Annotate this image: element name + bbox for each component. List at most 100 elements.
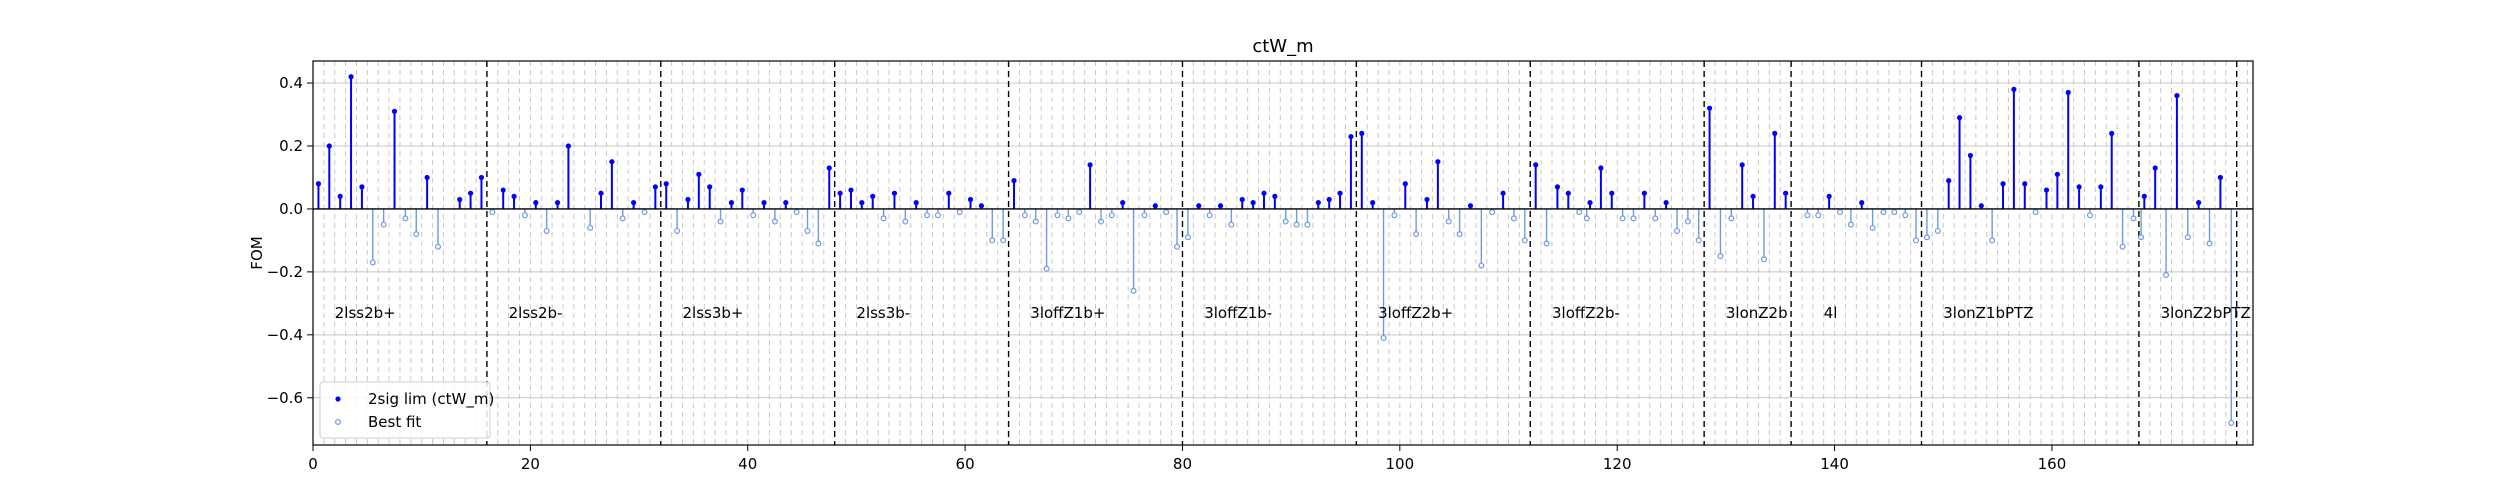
best-fit-point bbox=[1847, 221, 1854, 228]
best-fit-point bbox=[750, 212, 757, 219]
lim-point bbox=[1196, 203, 1202, 209]
best-fit-point bbox=[543, 227, 550, 234]
best-fit-point bbox=[1583, 215, 1590, 222]
legend-best-fit-marker bbox=[335, 419, 342, 426]
best-fit-point bbox=[1184, 234, 1191, 241]
best-fit-point bbox=[521, 212, 528, 219]
best-fit-point bbox=[1673, 227, 1680, 234]
lim-point bbox=[837, 190, 843, 196]
x-tick-label: 120 bbox=[1603, 455, 1632, 473]
lim-point bbox=[1011, 178, 1017, 184]
lim-point bbox=[1272, 193, 1278, 199]
lim-point bbox=[1956, 115, 1963, 121]
region-label: 3loffZ1b- bbox=[1204, 304, 1272, 322]
best-fit-point bbox=[924, 212, 931, 219]
lim-point bbox=[685, 196, 691, 203]
lim-point bbox=[337, 193, 343, 199]
best-fit-point bbox=[1021, 212, 1028, 219]
best-fit-point bbox=[1108, 212, 1115, 219]
y-tick-label: 0.0 bbox=[279, 200, 303, 218]
legend-box bbox=[319, 381, 491, 439]
legend-lim-label: 2sig lim (ctW_m) bbox=[368, 390, 494, 409]
lim-point bbox=[663, 181, 669, 187]
region-label: 2lss3b+ bbox=[683, 304, 744, 322]
lim-point bbox=[2043, 187, 2050, 193]
lim-point bbox=[457, 196, 463, 203]
lim-point bbox=[2065, 89, 2071, 96]
lim-point bbox=[1565, 190, 1571, 196]
lim-point bbox=[2217, 174, 2223, 181]
x-tick-label: 140 bbox=[1820, 455, 1849, 473]
lim-point bbox=[2098, 184, 2104, 190]
lim-point bbox=[631, 200, 637, 206]
x-tick-label: 40 bbox=[738, 455, 757, 473]
lim-point bbox=[728, 200, 735, 206]
best-fit-point bbox=[1478, 262, 1485, 269]
y-tick-label: 0.4 bbox=[279, 74, 303, 92]
lim-point bbox=[783, 200, 789, 206]
best-fit-point bbox=[1934, 227, 1941, 234]
lim-point bbox=[1533, 162, 1539, 168]
lim-point bbox=[2174, 93, 2180, 99]
best-fit-point bbox=[380, 221, 387, 228]
region-label: 3loffZ2b+ bbox=[1378, 304, 1453, 322]
x-tick-label: 20 bbox=[521, 455, 540, 473]
best-fit-point bbox=[2086, 212, 2093, 219]
lim-point bbox=[1663, 200, 1669, 206]
best-fit-point bbox=[1695, 237, 1702, 244]
region-label: 2lss2b- bbox=[509, 304, 563, 322]
lim-point bbox=[1261, 190, 1267, 196]
axes: 0 20 40 60 80 100 120 140 160 −0.6 −0.4 −0.2 0.0 0.2 0… bbox=[267, 60, 2254, 473]
best-fit-point bbox=[369, 259, 376, 266]
lim-point bbox=[739, 187, 745, 193]
chart-title: ctW_m bbox=[1252, 36, 1313, 57]
lim-point bbox=[870, 193, 876, 199]
best-fit-point bbox=[1141, 212, 1148, 219]
best-fit-point bbox=[1576, 209, 1583, 216]
x-tick-label: 0 bbox=[308, 455, 318, 473]
best-fit-point bbox=[1054, 212, 1061, 219]
region-label: 3loffZ2b- bbox=[1552, 304, 1620, 322]
best-fit-point bbox=[1630, 215, 1637, 222]
lim-point bbox=[1750, 193, 1756, 199]
best-fit-point bbox=[1097, 218, 1104, 225]
y-axis-label: FOM bbox=[248, 236, 266, 269]
best-fit-point bbox=[1989, 237, 1996, 244]
lim-point bbox=[1250, 200, 1256, 206]
best-fit-point bbox=[1391, 212, 1398, 219]
legend-lim-marker bbox=[335, 396, 341, 402]
y-tick-label: −0.6 bbox=[267, 389, 303, 407]
best-fit-point bbox=[1880, 209, 1887, 216]
best-fit-point bbox=[2184, 234, 2191, 241]
lim-point bbox=[946, 190, 952, 196]
lim-point bbox=[1239, 196, 1245, 203]
best-fit-point bbox=[1804, 212, 1811, 219]
lim-point bbox=[696, 171, 702, 177]
best-fit-point bbox=[1489, 209, 1496, 216]
lim-point bbox=[2022, 181, 2028, 187]
lim-point bbox=[1152, 203, 1158, 209]
best-fit-point bbox=[1000, 237, 1007, 244]
lim-point bbox=[1315, 200, 1321, 206]
best-fit-point bbox=[1065, 215, 1072, 222]
lim-point bbox=[1370, 200, 1376, 206]
lim-point bbox=[2011, 86, 2017, 92]
legend-best-fit-label: Best fit bbox=[368, 413, 421, 431]
best-fit-point bbox=[793, 209, 800, 216]
lim-point bbox=[359, 184, 365, 190]
lim-point bbox=[978, 203, 985, 209]
best-fit-point bbox=[956, 209, 963, 216]
best-fit-point bbox=[989, 237, 996, 244]
best-fit-point bbox=[1837, 209, 1844, 216]
best-fit-point bbox=[1728, 215, 1735, 222]
lim-point bbox=[1706, 105, 1713, 111]
region-label: 3lonZ2b bbox=[1726, 304, 1788, 322]
lim-point bbox=[2141, 193, 2147, 199]
lim-point bbox=[1598, 165, 1604, 171]
best-fit-point bbox=[1445, 218, 1452, 225]
best-fit-point bbox=[1293, 221, 1300, 228]
lim-point bbox=[1978, 203, 1984, 209]
x-tick-label: 100 bbox=[1386, 455, 1415, 473]
markers bbox=[315, 74, 2235, 426]
best-fit-point bbox=[674, 227, 681, 234]
